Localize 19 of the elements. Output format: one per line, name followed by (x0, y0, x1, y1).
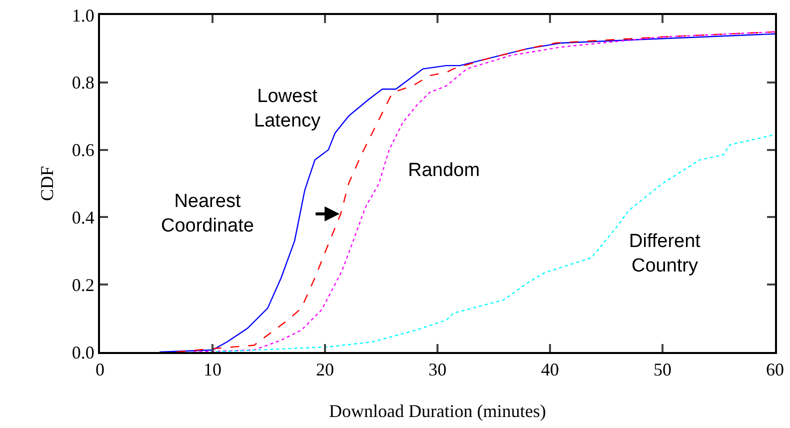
y-tick-label: 0.0 (72, 342, 94, 362)
x-tick-label: 30 (428, 360, 446, 380)
x-axis-title: Download Duration (minutes) (329, 401, 546, 421)
series-label: Different Country (629, 231, 702, 277)
x-tick-label: 50 (654, 360, 672, 380)
x-tick-label: 60 (766, 360, 784, 380)
annotation: Nearest Coordinate (161, 191, 254, 237)
series-label: Random (408, 160, 480, 181)
y-tick-label: 0.4 (72, 208, 94, 228)
y-tick-label: 0.2 (72, 274, 94, 295)
x-tick-label: 10 (204, 360, 222, 380)
y-tick-label: 0.8 (72, 72, 94, 93)
y-tick-label: 1.0 (72, 5, 94, 26)
y-axis-title: CDF (37, 166, 57, 202)
y-tick-label: 0.6 (72, 140, 94, 160)
x-tick-label: 40 (541, 360, 559, 380)
x-tick-label: 20 (316, 360, 334, 380)
x-tick-label: 0 (96, 360, 104, 380)
series-label: Lowest Latency (254, 86, 322, 132)
